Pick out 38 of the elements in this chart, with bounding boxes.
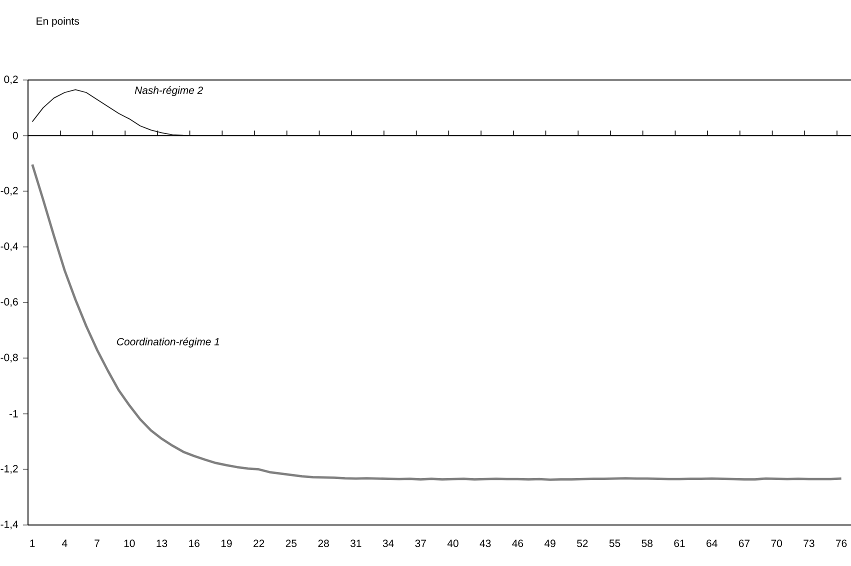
x-tick-label: 28 bbox=[318, 540, 329, 548]
x-tick-label: 31 bbox=[350, 540, 362, 548]
x-tick-label: 46 bbox=[512, 540, 524, 548]
x-tick-label: 55 bbox=[609, 540, 620, 547]
x-tick-label: 19 bbox=[221, 540, 232, 548]
y-tick-label: -1,2 bbox=[0, 465, 18, 474]
y-axis-title: En points bbox=[36, 17, 80, 27]
y-tick-label: -0,4 bbox=[0, 242, 18, 252]
text: Nash-régime 2 bbox=[134, 86, 203, 96]
x-tick-label: 25 bbox=[286, 540, 297, 548]
x-tick-label: 4 bbox=[62, 540, 68, 547]
x-tick-label: 70 bbox=[771, 540, 782, 548]
x-tick-label: 61 bbox=[674, 540, 685, 548]
x-tick-label: 64 bbox=[706, 540, 718, 548]
x-tick-label: 1 bbox=[30, 540, 35, 547]
x-tick-label: 67 bbox=[738, 540, 750, 548]
x-tick-label: 43 bbox=[480, 540, 491, 548]
x-tick-label: 16 bbox=[189, 540, 200, 548]
x-tick-label: 10 bbox=[124, 540, 135, 548]
y-tick-label: 0,2 bbox=[4, 76, 18, 84]
x-tick-label: 73 bbox=[804, 540, 814, 548]
series-label: Coordination-régime 1 bbox=[117, 338, 220, 348]
x-tick-label: 13 bbox=[156, 540, 168, 548]
x-tick-label: 58 bbox=[642, 540, 653, 548]
x-tick-label: 49 bbox=[544, 540, 556, 548]
y-tick-label: -0,2 bbox=[0, 186, 18, 196]
y-tick-label: -1 bbox=[9, 410, 18, 418]
x-tick-label: 7 bbox=[94, 540, 100, 547]
y-tick-label: -1,4 bbox=[0, 520, 18, 530]
x-tick-label: 76 bbox=[836, 540, 847, 548]
x-tick-label: 37 bbox=[415, 540, 426, 548]
x-tick-label: 34 bbox=[382, 540, 394, 548]
y-tick-label: -0,6 bbox=[0, 298, 18, 307]
x-tick-label: 40 bbox=[447, 540, 458, 548]
y-tick-label: 0 bbox=[12, 132, 18, 140]
y-tick-label: -0,8 bbox=[0, 354, 18, 362]
x-tick-label: 52 bbox=[577, 540, 588, 548]
x-tick-label: 22 bbox=[254, 540, 264, 547]
